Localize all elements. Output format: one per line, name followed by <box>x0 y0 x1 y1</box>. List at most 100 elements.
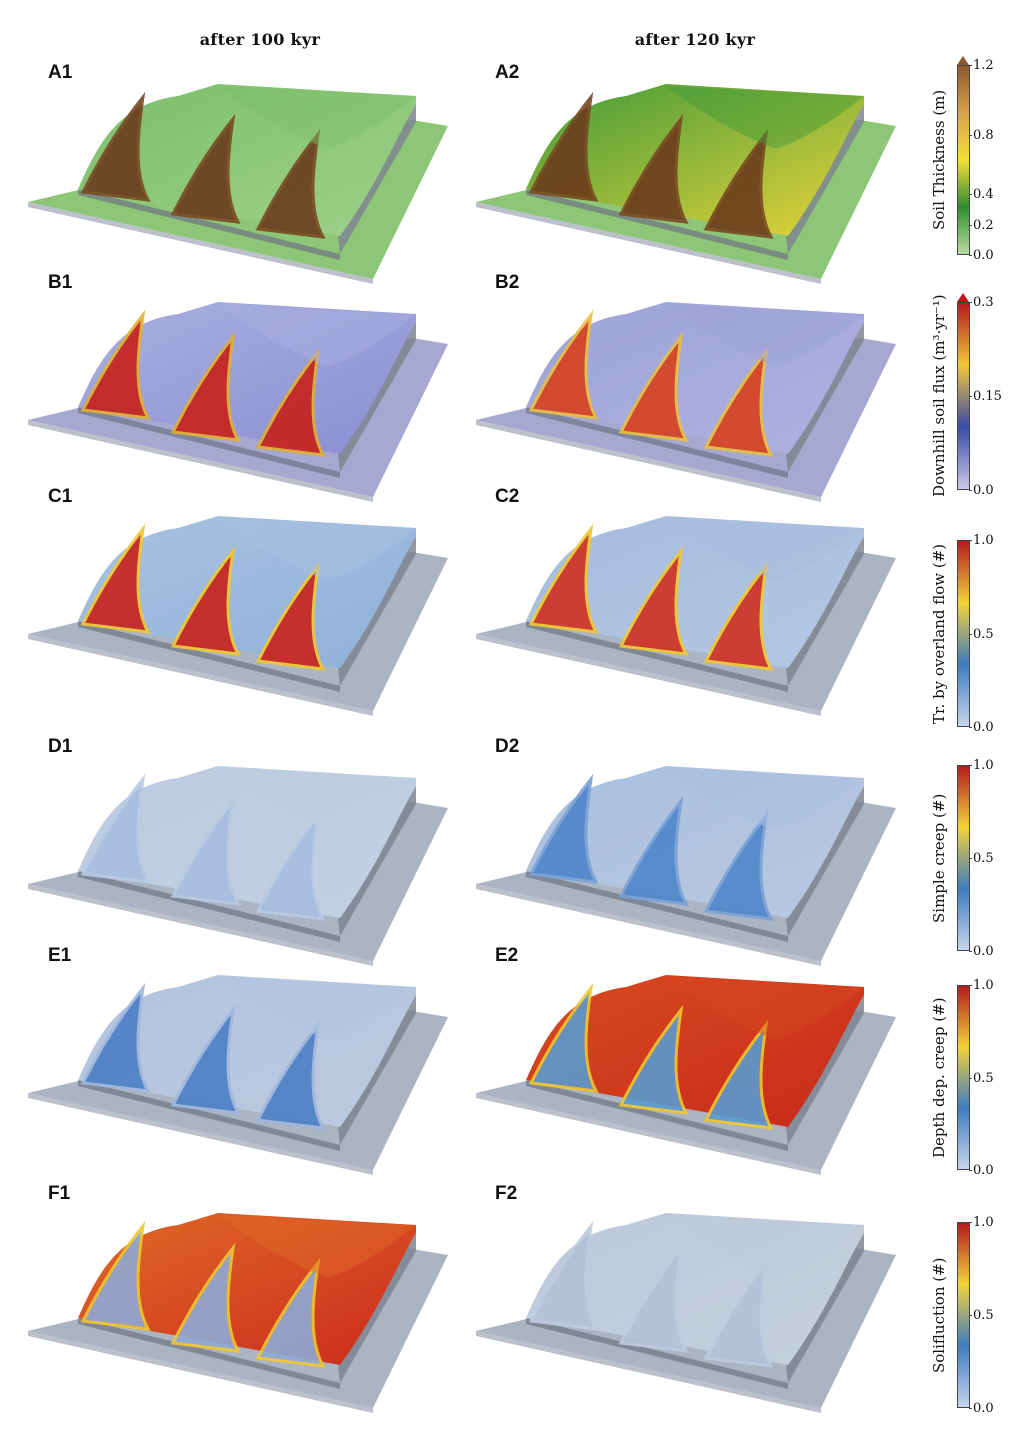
gully-1 <box>528 309 599 420</box>
colorbar-title: Simple creep (#) <box>930 793 948 923</box>
gully-1 <box>80 982 151 1093</box>
gully-1 <box>528 1220 599 1331</box>
colorbar-tick: 0.0 <box>969 1163 994 1178</box>
panel-label: F1 <box>48 1183 71 1204</box>
colorbar-tick: 0.15 <box>969 389 1002 404</box>
gully-2 <box>170 1242 241 1353</box>
gully-3 <box>255 128 326 239</box>
tile-c1 <box>28 516 448 716</box>
terrain-surface <box>78 1213 416 1365</box>
gully-1 <box>80 773 151 884</box>
gully-2 <box>618 795 689 906</box>
colorbar-tick: 0.5 <box>969 1308 994 1323</box>
gully-2 <box>170 113 241 224</box>
terrain-surface <box>526 302 864 454</box>
gully-3 <box>703 560 774 671</box>
colorbar-tick: 0.0 <box>969 720 994 735</box>
colorbar-tick: 1.0 <box>969 1215 994 1230</box>
gully-3 <box>703 1019 774 1130</box>
panel-label: D2 <box>495 736 520 757</box>
gully-3 <box>703 346 774 457</box>
terrain-surface <box>526 975 864 1127</box>
colorbar-extend-arrow <box>957 56 969 65</box>
colorbar-extend-arrow <box>957 293 969 302</box>
terrain-surface <box>78 975 416 1127</box>
tile-d2 <box>476 766 896 966</box>
colorbar-tick: 0.2 <box>969 217 994 233</box>
gully-2 <box>170 795 241 906</box>
terrain-surface <box>78 84 416 236</box>
colorbar-title: Solifluction (#) <box>930 1257 948 1373</box>
tile-a2 <box>476 84 896 284</box>
colorbar-tick: 1.0 <box>969 533 994 548</box>
gully-2 <box>618 113 689 224</box>
panel-label: D1 <box>48 736 73 757</box>
colorbar-title: Depth dep. creep (#) <box>930 997 948 1158</box>
gully-1 <box>528 523 599 634</box>
colorbar-tick: 1.0 <box>969 978 994 993</box>
gully-1 <box>80 1220 151 1331</box>
panel-label: A1 <box>48 62 73 83</box>
gully-2 <box>170 1004 241 1115</box>
colorbar-tick: 0.5 <box>969 851 994 866</box>
gully-1 <box>528 982 599 1093</box>
terrain-surface <box>78 516 416 668</box>
gully-1 <box>80 523 151 634</box>
gully-3 <box>255 1257 326 1368</box>
gully-2 <box>618 545 689 656</box>
panel-label: E2 <box>495 945 519 966</box>
colorbar-tick: 0.4 <box>969 187 994 203</box>
gully-3 <box>255 810 326 921</box>
gully-3 <box>255 560 326 671</box>
gully-3 <box>703 810 774 921</box>
gully-3 <box>703 1257 774 1368</box>
colorbar <box>957 65 970 255</box>
colorbar-tick: 0.0 <box>969 483 994 498</box>
tile-d1 <box>28 766 448 966</box>
colorbar-title: Tr. by overland flow (#) <box>930 543 948 724</box>
tile-e1 <box>28 975 448 1175</box>
colorbar-tick: 0.3 <box>969 295 994 310</box>
gully-2 <box>618 1242 689 1353</box>
gully-3 <box>703 128 774 239</box>
panel-label: C2 <box>495 486 520 507</box>
gully-3 <box>255 1019 326 1130</box>
tile-f1 <box>28 1213 448 1413</box>
colorbar-tick: 0.0 <box>969 248 994 263</box>
colorbar-title: Downhill soil flux (m³·yr⁻¹) <box>930 294 948 498</box>
colorbar-tick: 0.5 <box>969 1070 994 1086</box>
gully-2 <box>618 331 689 442</box>
terrain-surface <box>526 84 864 236</box>
colorbar-tick: 1.0 <box>969 758 994 773</box>
terrain-surface <box>526 766 864 918</box>
panel-label: B2 <box>495 272 520 293</box>
tile-b2 <box>476 302 896 502</box>
gully-1 <box>80 91 151 202</box>
colorbar-tick: 0.5 <box>969 626 994 642</box>
panel-label: A2 <box>495 62 520 83</box>
tile-c2 <box>476 516 896 716</box>
tile-b1 <box>28 302 448 502</box>
terrain-surface <box>526 516 864 668</box>
panel-label: E1 <box>48 945 72 966</box>
tile-a1 <box>28 84 448 284</box>
gully-2 <box>618 1004 689 1115</box>
column-header: after 120 kyr <box>634 30 756 49</box>
panel-label: C1 <box>48 486 73 507</box>
panel-label: F2 <box>495 1183 518 1204</box>
colorbar-tick: 0.8 <box>969 128 994 144</box>
gully-1 <box>528 91 599 202</box>
panel-label: B1 <box>48 272 73 293</box>
terrain-surface <box>78 302 416 454</box>
colorbar-tick: 1.2 <box>969 58 994 73</box>
colorbar-tick: 0.0 <box>969 944 994 959</box>
gully-3 <box>255 346 326 457</box>
column-header: after 100 kyr <box>199 30 321 49</box>
colorbar-title: Soil Thickness (m) <box>930 89 948 231</box>
terrain-surface <box>78 766 416 918</box>
tile-f2 <box>476 1213 896 1413</box>
gully-2 <box>170 331 241 442</box>
terrain-surface <box>526 1213 864 1365</box>
gully-1 <box>528 773 599 884</box>
gully-2 <box>170 545 241 656</box>
